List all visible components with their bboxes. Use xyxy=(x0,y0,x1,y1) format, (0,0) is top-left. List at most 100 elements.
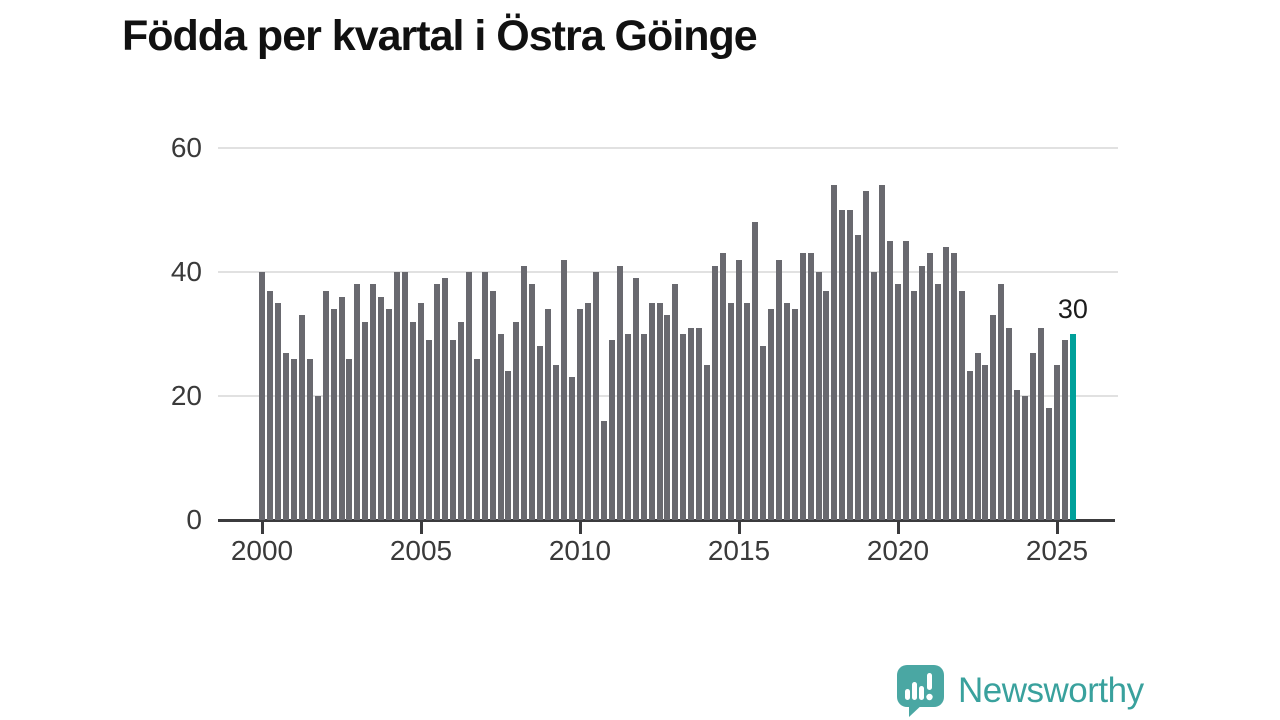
bar xyxy=(974,352,981,520)
bar xyxy=(720,253,727,520)
bar xyxy=(330,309,337,520)
bar xyxy=(656,303,663,520)
bar xyxy=(306,358,313,520)
bar xyxy=(259,272,265,520)
bar xyxy=(895,284,901,520)
x-axis-tick-label: 2015 xyxy=(707,535,771,566)
bar xyxy=(362,321,369,520)
bar xyxy=(871,272,878,520)
bar xyxy=(950,253,957,520)
bar xyxy=(791,309,798,520)
bar xyxy=(767,309,774,520)
bar xyxy=(616,265,623,520)
bar xyxy=(942,247,949,520)
y-axis-tick-label: 20 xyxy=(170,380,202,411)
bar xyxy=(688,327,695,520)
x-axis-tick-label: 2025 xyxy=(1025,535,1089,566)
bar xyxy=(934,284,941,520)
bar xyxy=(418,303,424,520)
bar xyxy=(441,278,448,520)
highlighted-bar xyxy=(1069,334,1076,520)
x-axis-tick xyxy=(260,522,264,534)
bar xyxy=(640,334,647,520)
bar xyxy=(743,303,750,520)
bar xyxy=(680,334,687,520)
bar xyxy=(648,303,655,520)
bar xyxy=(553,365,560,520)
bar xyxy=(839,210,846,520)
bar xyxy=(1054,365,1060,520)
bar xyxy=(465,272,472,520)
bar xyxy=(378,296,385,520)
gridline-y60 xyxy=(218,147,1118,149)
bar xyxy=(410,321,417,520)
bar xyxy=(338,296,345,520)
x-axis-tick-label: 2005 xyxy=(389,535,453,566)
bar xyxy=(879,185,886,520)
x-axis-line xyxy=(218,519,1115,522)
bar xyxy=(545,309,552,520)
bar xyxy=(712,265,719,520)
bar xyxy=(807,253,814,520)
gridline-y40 xyxy=(218,271,1118,273)
bar xyxy=(966,371,973,520)
bar xyxy=(664,315,671,520)
bar xyxy=(696,327,703,520)
bar xyxy=(577,309,583,520)
bar xyxy=(266,290,273,520)
bar xyxy=(394,272,401,520)
bar xyxy=(513,321,520,520)
bar xyxy=(592,272,599,520)
bar xyxy=(497,334,504,520)
bar xyxy=(386,309,393,520)
bar xyxy=(736,259,742,520)
bar xyxy=(449,340,456,520)
bar xyxy=(298,315,305,520)
bar xyxy=(855,234,862,520)
bar xyxy=(990,315,997,520)
chart-title: Födda per kvartal i Östra Göinge xyxy=(122,12,758,60)
newsworthy-logo-text: Newsworthy xyxy=(958,671,1144,710)
bar xyxy=(982,365,989,520)
x-axis-tick-label: 2010 xyxy=(548,535,612,566)
bar xyxy=(902,241,909,520)
x-axis-tick-label: 2000 xyxy=(230,535,294,566)
bar xyxy=(632,278,639,520)
bar xyxy=(958,290,965,520)
bar xyxy=(481,272,488,520)
bar xyxy=(505,371,512,520)
bar xyxy=(473,358,480,520)
bar xyxy=(918,265,925,520)
bar xyxy=(751,222,758,520)
bar xyxy=(402,272,409,520)
bar xyxy=(887,241,894,520)
bar xyxy=(910,290,917,520)
bar xyxy=(322,290,329,520)
bar xyxy=(529,284,536,520)
bar xyxy=(815,272,822,520)
bar xyxy=(759,346,766,520)
bar xyxy=(425,340,432,520)
bar xyxy=(354,284,361,520)
bar xyxy=(584,303,591,520)
bar xyxy=(346,358,353,520)
newsworthy-logo-icon xyxy=(897,665,944,717)
bar xyxy=(600,420,607,520)
y-axis-tick-label: 60 xyxy=(170,132,202,163)
last-value-label: 30 xyxy=(1057,294,1088,324)
bar xyxy=(1006,327,1013,520)
bar xyxy=(569,377,576,520)
bar xyxy=(728,303,735,520)
bar xyxy=(775,259,782,520)
bar xyxy=(672,284,679,520)
bar xyxy=(274,303,281,520)
bar xyxy=(831,185,838,520)
bar xyxy=(314,396,321,520)
bar xyxy=(1038,327,1045,520)
x-axis-tick xyxy=(1055,522,1059,534)
bar xyxy=(1022,396,1029,520)
bar xyxy=(537,346,544,520)
bar xyxy=(457,321,464,520)
bar xyxy=(624,334,631,520)
bar xyxy=(998,284,1005,520)
